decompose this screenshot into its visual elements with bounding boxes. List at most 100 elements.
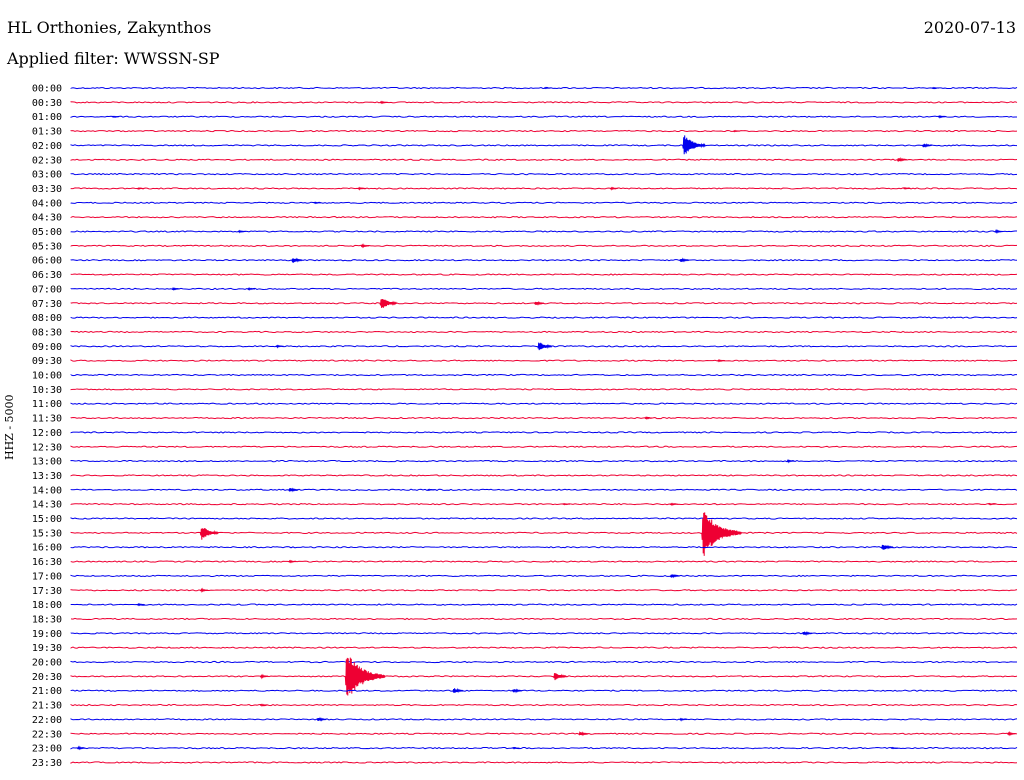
- seismic-event: [291, 257, 303, 263]
- row-time-label: 17:00: [32, 571, 62, 582]
- row-time-label: 20:30: [32, 672, 62, 683]
- seismic-event: [288, 559, 297, 564]
- seismic-trace-row: [70, 617, 1018, 621]
- filter-label: Applied filter: WWSSN-SP: [7, 49, 220, 68]
- seismic-trace-row: [70, 689, 1018, 692]
- row-time-label: 18:30: [32, 614, 62, 625]
- seismic-trace-row: [70, 531, 1018, 534]
- seismic-trace-row: [70, 459, 1018, 463]
- row-time-label: 08:00: [32, 313, 62, 324]
- seismic-trace-row: [70, 402, 1018, 405]
- seismic-trace-row: [70, 632, 1018, 635]
- seismic-event: [994, 228, 1004, 234]
- seismic-event: [988, 502, 996, 506]
- row-time-label: 03:00: [32, 170, 62, 181]
- row-time-label: 14:30: [32, 500, 62, 511]
- seismic-event: [1007, 730, 1016, 737]
- seismic-trace-row: [70, 416, 1018, 420]
- seismic-event: [171, 287, 180, 291]
- seismic-event: [136, 187, 145, 190]
- row-time-label: 20:00: [32, 658, 62, 669]
- seismic-event: [512, 688, 523, 694]
- seismic-event: [578, 730, 589, 737]
- seismic-event: [896, 156, 907, 162]
- seismic-event: [553, 673, 567, 681]
- row-time-label: 05:00: [32, 227, 62, 238]
- seismic-trace-row: [70, 330, 1018, 334]
- seismic-trace-row: [70, 115, 1018, 118]
- seismic-event: [313, 201, 321, 205]
- row-time-label: 15:00: [32, 514, 62, 525]
- seismic-trace-row: [70, 359, 1018, 362]
- seismic-trace-row: [70, 129, 1018, 133]
- seismic-trace-row: [70, 259, 1018, 262]
- row-time-label: 10:00: [32, 371, 62, 382]
- seismic-trace-row: [70, 144, 1018, 147]
- row-time-label: 00:00: [32, 84, 62, 95]
- seismic-trace-row: [70, 244, 1018, 247]
- seismic-trace-row: [70, 172, 1018, 176]
- row-time-label: 22:30: [32, 729, 62, 740]
- row-time-label: 21:00: [32, 686, 62, 697]
- seismic-trace-row: [70, 316, 1018, 319]
- row-time-label: 07:00: [32, 284, 62, 295]
- seismic-trace-row: [70, 287, 1018, 291]
- seismic-trace-row: [70, 187, 1018, 190]
- row-time-label: 18:00: [32, 600, 62, 611]
- row-time-label: 02:00: [32, 141, 62, 152]
- seismic-event: [644, 416, 653, 420]
- seismic-trace-row: [70, 230, 1018, 233]
- seismic-event: [679, 717, 688, 722]
- row-time-label: 08:30: [32, 327, 62, 338]
- row-time-label: 11:00: [32, 399, 62, 410]
- seismic-trace-row: [70, 574, 1018, 578]
- row-time-label: 06:00: [32, 256, 62, 267]
- seismic-event: [682, 135, 706, 155]
- row-time-label: 23:30: [32, 758, 62, 769]
- seismic-event: [247, 287, 256, 291]
- seismic-trace-row: [70, 646, 1018, 649]
- row-time-label: 16:00: [32, 543, 62, 554]
- seismic-event: [786, 459, 795, 464]
- row-time-label: 12:00: [32, 428, 62, 439]
- seismic-event: [732, 129, 741, 133]
- seismic-event: [802, 631, 813, 637]
- row-time-label: 05:30: [32, 241, 62, 252]
- row-time-label: 16:30: [32, 557, 62, 568]
- seismic-trace-row: [70, 445, 1018, 448]
- seismic-trace-row: [70, 373, 1018, 377]
- seismic-trace-row: [70, 603, 1018, 606]
- seismic-event: [679, 257, 690, 263]
- row-time-label: 09:30: [32, 356, 62, 367]
- seismic-event: [76, 745, 86, 751]
- seismic-event: [360, 243, 370, 249]
- seismic-trace-row: [70, 388, 1018, 391]
- seismic-event: [379, 299, 397, 308]
- row-time-label: 14:00: [32, 485, 62, 496]
- seismic-trace-row: [70, 761, 1018, 764]
- seismic-trace-row: [70, 201, 1018, 204]
- seismic-event: [701, 512, 742, 556]
- seismic-event: [537, 342, 553, 351]
- seismic-event: [379, 100, 388, 105]
- seismic-event: [316, 716, 327, 722]
- seismic-event: [199, 587, 209, 594]
- seismic-event: [609, 186, 618, 191]
- seismic-trace-row: [70, 589, 1018, 592]
- seismic-trace-row: [70, 560, 1018, 563]
- seismic-trace-row: [70, 215, 1018, 219]
- row-time-label: 23:00: [32, 744, 62, 755]
- row-time-label: 12:30: [32, 442, 62, 453]
- seismic-event: [562, 502, 571, 506]
- seismic-trace-row: [70, 474, 1018, 477]
- row-time-label: 03:30: [32, 184, 62, 195]
- seismic-trace-row: [70, 86, 1018, 90]
- seismic-event: [931, 86, 940, 90]
- seismic-event: [669, 574, 680, 579]
- seismic-event: [452, 687, 464, 694]
- seismic-event: [512, 746, 520, 750]
- seismic-trace-row: [70, 517, 1018, 520]
- seismic-event: [344, 657, 386, 696]
- row-time-label: 13:00: [32, 457, 62, 468]
